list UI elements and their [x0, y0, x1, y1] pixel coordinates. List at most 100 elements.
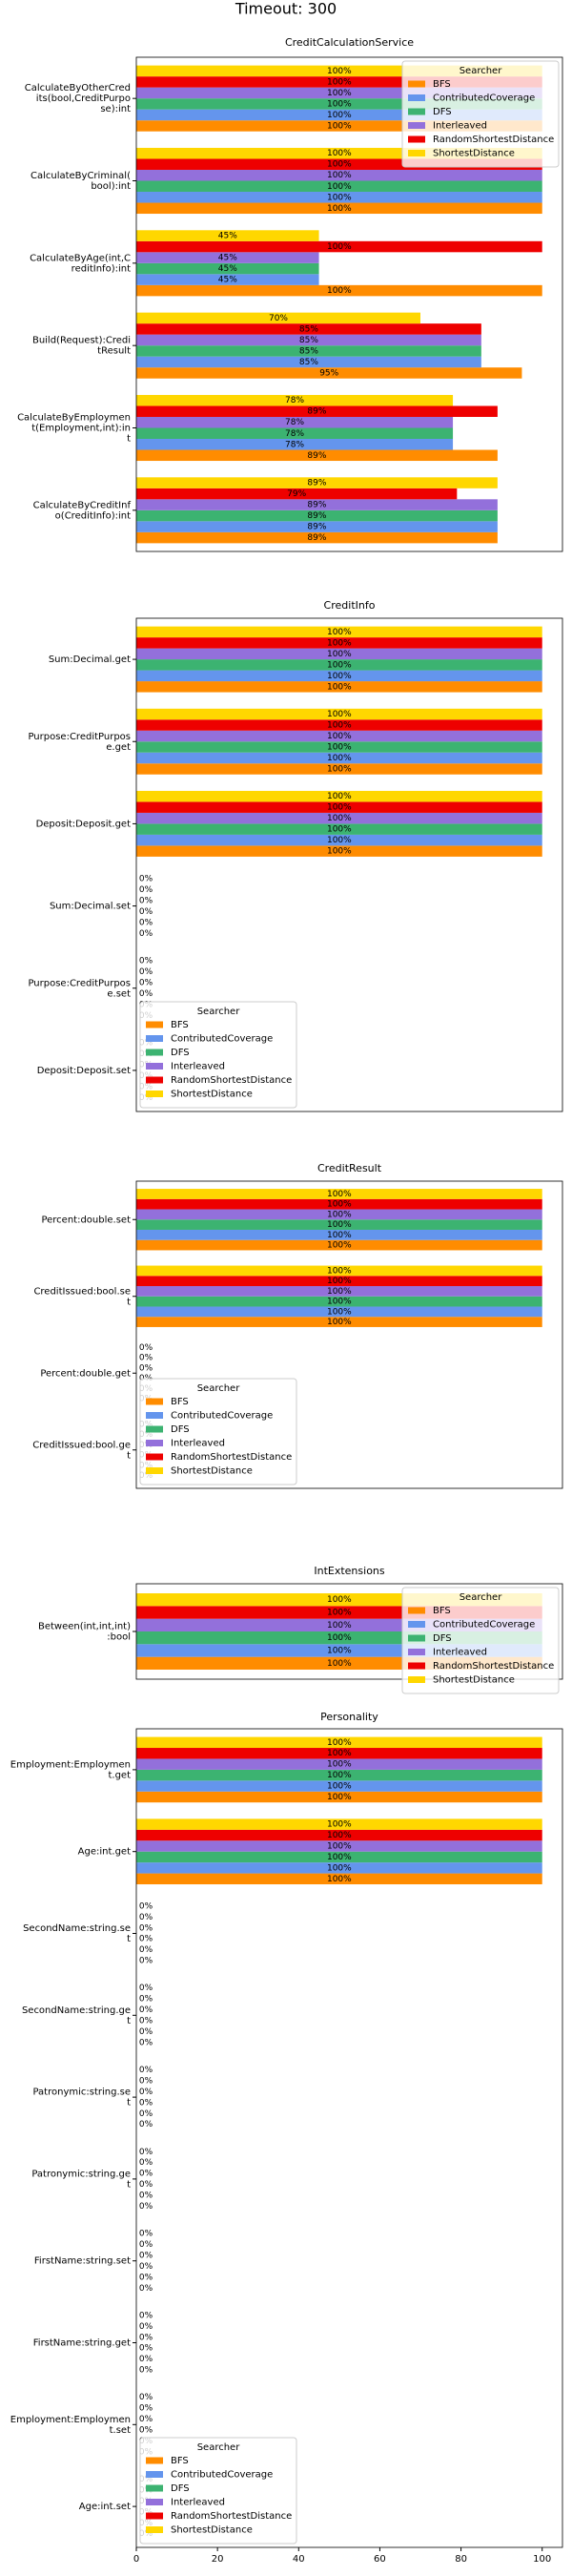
- y-tick-label: Deposit:Deposit.set: [37, 1066, 131, 1076]
- value-label: 100%: [327, 1793, 352, 1802]
- legend-label: Interleaved: [433, 121, 487, 132]
- value-label: 100%: [327, 825, 352, 835]
- value-label: 89%: [307, 407, 326, 417]
- legend: Searcher BFS ContributedCoverage DFS Interle…: [401, 1587, 560, 1694]
- value-label: 0%: [139, 2027, 153, 2037]
- bar: [136, 741, 542, 753]
- bar: [136, 531, 498, 544]
- value-label: 100%: [327, 660, 352, 670]
- legend-label: DFS: [171, 2483, 190, 2494]
- y-tick-label: Employment:Employmen t.get: [10, 1759, 131, 1780]
- value-label: 0%: [139, 2202, 153, 2212]
- bar: [136, 1818, 542, 1830]
- bar: [136, 801, 542, 813]
- value-label: 100%: [327, 1231, 352, 1240]
- legend-label: DFS: [171, 1424, 190, 1435]
- value-label: 100%: [327, 1277, 352, 1286]
- bar: [136, 147, 542, 159]
- value-label: 0%: [139, 2355, 153, 2364]
- bar: [136, 98, 542, 110]
- value-label: 85%: [299, 336, 318, 345]
- value-label: 100%: [327, 1220, 352, 1230]
- value-label: 100%: [327, 742, 352, 752]
- value-label: 0%: [139, 2148, 153, 2157]
- x-tick-label: 20: [212, 2554, 224, 2565]
- bar: [136, 356, 481, 368]
- y-tick-label: Percent:double.set: [41, 1215, 131, 1225]
- value-label: 100%: [327, 1609, 352, 1618]
- legend-label: ContributedCoverage: [171, 1034, 273, 1045]
- bar: [136, 169, 542, 181]
- legend-swatch: [146, 1091, 163, 1097]
- value-label: 0%: [139, 2098, 153, 2108]
- bar: [136, 158, 542, 170]
- bar: [136, 439, 454, 450]
- value-label: 0%: [139, 1913, 153, 1922]
- legend: Searcher BFS ContributedCoverage DFS Interle…: [139, 2437, 297, 2545]
- value-label: 0%: [139, 1343, 153, 1353]
- legend-swatch: [146, 2484, 163, 2492]
- bar: [136, 449, 498, 462]
- y-tick-label: CalculateByCreditInf o(CreditInfo):int: [33, 500, 132, 521]
- value-label: 89%: [307, 479, 326, 488]
- legend-swatch: [408, 1621, 425, 1628]
- legend-swatch: [146, 1467, 163, 1474]
- legend-swatch: [146, 1440, 163, 1446]
- value-label: 0%: [139, 2273, 153, 2282]
- axes-frame: [135, 1180, 563, 1489]
- value-label: 0%: [139, 2038, 153, 2047]
- bar: [136, 334, 481, 346]
- value-label: 100%: [327, 67, 352, 76]
- legend-label: BFS: [433, 79, 451, 90]
- value-label: 100%: [327, 836, 352, 845]
- value-label: 0%: [139, 2120, 153, 2129]
- legend: Searcher BFS ContributedCoverage DFS Interle…: [139, 1378, 297, 1485]
- value-label: 100%: [327, 764, 352, 774]
- value-label: 85%: [299, 358, 318, 367]
- value-label: 0%: [139, 2017, 153, 2026]
- value-label: 100%: [327, 1318, 352, 1327]
- legend-swatch: [146, 1035, 163, 1042]
- value-label: 0%: [139, 1984, 153, 1993]
- bar: [136, 648, 542, 660]
- value-label: 0%: [139, 918, 153, 927]
- bar: [136, 416, 454, 428]
- bar: [136, 1229, 542, 1240]
- value-label: 0%: [139, 896, 153, 905]
- bar: [136, 1306, 542, 1318]
- value-label: 45%: [218, 276, 237, 285]
- legend-swatch: [146, 1063, 163, 1070]
- value-label: 100%: [327, 1831, 352, 1840]
- bar: [136, 521, 498, 532]
- legend-swatch: [408, 1662, 425, 1670]
- value-label: 0%: [139, 2344, 153, 2354]
- chart-title: Personality: [320, 1711, 378, 1723]
- legend-label: BFS: [171, 2456, 189, 2466]
- value-label: 0%: [139, 1995, 153, 2005]
- value-label: 89%: [307, 533, 326, 543]
- bar: [136, 1276, 542, 1287]
- value-label: 100%: [327, 1287, 352, 1297]
- chart-title: CreditResult: [317, 1162, 382, 1174]
- value-label: 100%: [327, 721, 352, 731]
- y-tick-label: Sum:Decimal.set: [50, 902, 131, 912]
- value-label: 45%: [218, 254, 237, 263]
- legend-swatch: [146, 2457, 163, 2464]
- value-label: 0%: [139, 2251, 153, 2260]
- bar: [136, 1198, 542, 1210]
- value-label: 0%: [139, 2088, 153, 2097]
- value-label: 0%: [139, 2404, 153, 2414]
- value-label: 0%: [139, 2262, 153, 2272]
- chart-title: CreditInfo: [324, 599, 376, 612]
- y-tick-label: CalculateByEmploymen t(Employment,int):in…: [17, 413, 131, 445]
- legend-swatch: [408, 1649, 425, 1655]
- y-tick-label: FirstName:string.set: [34, 2256, 131, 2267]
- value-label: 0%: [139, 2322, 153, 2332]
- value-label: 0%: [139, 2240, 153, 2250]
- bar: [136, 1209, 542, 1220]
- value-label: 100%: [327, 1621, 352, 1631]
- y-tick-label: CalculateByOtherCred its(bool,CreditPurpo…: [25, 83, 131, 114]
- bar: [136, 180, 542, 193]
- bar: [136, 120, 542, 132]
- legend-label: DFS: [171, 1048, 190, 1058]
